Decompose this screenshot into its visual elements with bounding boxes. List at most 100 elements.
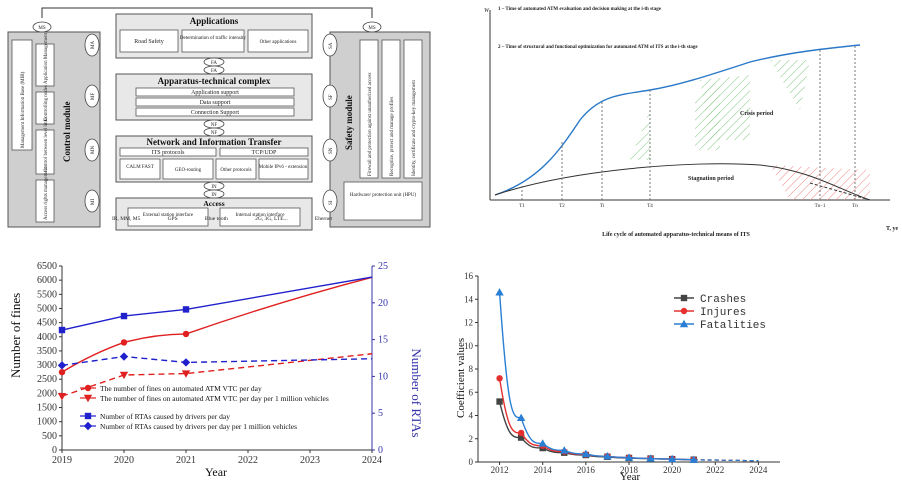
coef-x-label: Year <box>620 471 641 482</box>
svg-text:T2: T2 <box>559 204 565 209</box>
data-point <box>57 393 67 401</box>
y2-tick-label: 25 <box>378 261 388 272</box>
series-line-2 <box>61 276 373 331</box>
data-point <box>496 375 503 382</box>
legend-label: Number of RTAs caused by drivers per day <box>100 412 230 421</box>
lifecycle-y-label: W <box>484 8 490 14</box>
svg-text:IN: IN <box>211 193 217 198</box>
lifecycle-legend-2: 2 – Time of structural and functional op… <box>498 45 698 50</box>
series-line-0 <box>61 276 373 373</box>
data-point <box>603 451 612 460</box>
x-tick-label: 2016 <box>577 465 596 475</box>
svg-text:MF: MF <box>91 93 96 100</box>
data-point <box>181 358 191 367</box>
svg-text:Ti: Ti <box>600 204 605 209</box>
fines-y-label: Number of fines <box>8 293 23 378</box>
x-tick-label: 2022 <box>238 455 258 466</box>
data-point <box>182 330 190 338</box>
identity-label: Identity, certificate and crypto-key man… <box>412 80 417 176</box>
legend-marker <box>84 412 92 420</box>
data-point <box>57 361 67 370</box>
apparatus-title: Apparatus-technical complex <box>158 76 271 86</box>
app-mgmt-label: Application Management <box>44 32 49 84</box>
svg-text:SI: SI <box>329 200 334 205</box>
y-tick-label: 5000 <box>37 303 57 314</box>
link-gps: GPS <box>167 216 178 222</box>
y-tick-label: 8 <box>469 364 474 374</box>
x-tick-label: 2021 <box>176 455 196 466</box>
control-module-label: Control module <box>62 101 72 162</box>
x-tick-label: 2020 <box>114 455 134 466</box>
svg-text:NF: NF <box>211 123 218 128</box>
y-tick-label: 6500 <box>37 261 57 272</box>
right-ports: SA SF SN SI <box>322 33 338 213</box>
svg-text:ITS protocols: ITS protocols <box>152 150 185 156</box>
y-tick-label: 4500 <box>37 318 57 329</box>
ms-right-label: MS <box>368 26 375 31</box>
hpu-label: Hardware/ protection unit (HPU) <box>350 193 417 198</box>
coefficient-chart: Coefficient values Year 2012 2014 2016 2018… <box>450 268 902 483</box>
firewall-label: Firewall and protection against unauthor… <box>368 73 373 176</box>
legend-marker <box>84 384 92 392</box>
svg-text:SN: SN <box>329 147 334 154</box>
legend-label: Fatalities <box>700 320 766 332</box>
link-ethernet: Ehernet <box>314 216 332 222</box>
y-tick-label: 6000 <box>37 275 57 286</box>
svg-text:Tn: Tn <box>852 204 858 209</box>
data-point <box>624 453 634 461</box>
x-tick-label: 2014 <box>534 465 553 475</box>
data-point <box>667 454 677 463</box>
fines-rtas-chart: Number of fines Number of RTAs Year 2019… <box>0 248 440 482</box>
svg-text:MA: MA <box>91 41 96 49</box>
legend-label: The number of fines on automated ATM VTC… <box>100 394 329 403</box>
y2-tick-label: 20 <box>378 298 388 309</box>
svg-text:SA: SA <box>329 42 334 49</box>
stagnation-label: Stagnation period <box>688 176 735 182</box>
control-links-label: Control between level links <box>44 117 49 172</box>
y-tick-label: 14 <box>464 294 474 304</box>
fines-x-label: Year <box>205 465 227 479</box>
svg-text:Other protocols: Other protocols <box>220 168 251 173</box>
svg-text:FA: FA <box>211 61 217 66</box>
lifecycle-x-label: Life cycle of automated apparatus-techni… <box>602 232 750 238</box>
svg-text:SF: SF <box>329 94 334 100</box>
y-tick-label: 2000 <box>37 388 57 399</box>
x-tick-label: 2019 <box>52 455 72 466</box>
data-point <box>538 439 547 447</box>
svg-text:IN: IN <box>211 185 217 190</box>
svg-text:TCP/UDP: TCP/UDP <box>252 150 277 156</box>
svg-text:MI: MI <box>91 199 96 205</box>
network-title: Network and Information Transfer <box>147 137 282 147</box>
svg-text:Application support: Application support <box>191 90 239 96</box>
svg-text:Data support: Data support <box>200 100 231 106</box>
data-point <box>517 434 525 441</box>
x-tick-label: 2018 <box>620 465 639 475</box>
y-tick-label: 2 <box>469 434 474 444</box>
legend-label: Number of RTAs caused by drivers per day… <box>100 422 297 431</box>
series-line-crashes <box>498 401 694 461</box>
safety-module-label: Safety module <box>344 95 354 150</box>
bottom-link-labels: IR, MM, M5 GPS Blue tooth 2G, 3G, LTE...… <box>112 216 332 222</box>
lifecycle-chart: W T, ye Life cycle of automated apparatu… <box>450 0 902 240</box>
y-tick-label: 4000 <box>37 332 57 343</box>
its-architecture-diagram: MS MS Management Information Base (MIB) … <box>0 0 440 235</box>
svg-text:CALM FAST: CALM FAST <box>126 165 154 170</box>
series-line-1 <box>61 353 373 397</box>
data-point <box>646 454 655 462</box>
t-ticks: T1 T2 Ti T4 Tn−1 Tn <box>519 45 858 209</box>
y-tick-label: 16 <box>464 271 474 281</box>
legend-marker <box>680 307 688 315</box>
series-line-fatalities <box>498 292 694 461</box>
lifecycle-lower-curve <box>494 163 871 201</box>
data-point <box>58 326 66 334</box>
data-point <box>120 339 128 346</box>
svg-text:Internal station interface: Internal station interface <box>236 213 286 218</box>
legend-label: The number of fines on automated ATM VTC… <box>100 384 262 393</box>
svg-text:Access: Access <box>203 199 224 208</box>
link-bluetooth: Blue tooth <box>204 216 228 222</box>
svg-text:Connection Support: Connection Support <box>191 110 239 116</box>
y-tick-label: 3000 <box>37 360 57 371</box>
y-tick-label: 12 <box>464 318 473 328</box>
y-tick-label: 0 <box>469 457 474 467</box>
svg-text:T4: T4 <box>647 204 653 209</box>
